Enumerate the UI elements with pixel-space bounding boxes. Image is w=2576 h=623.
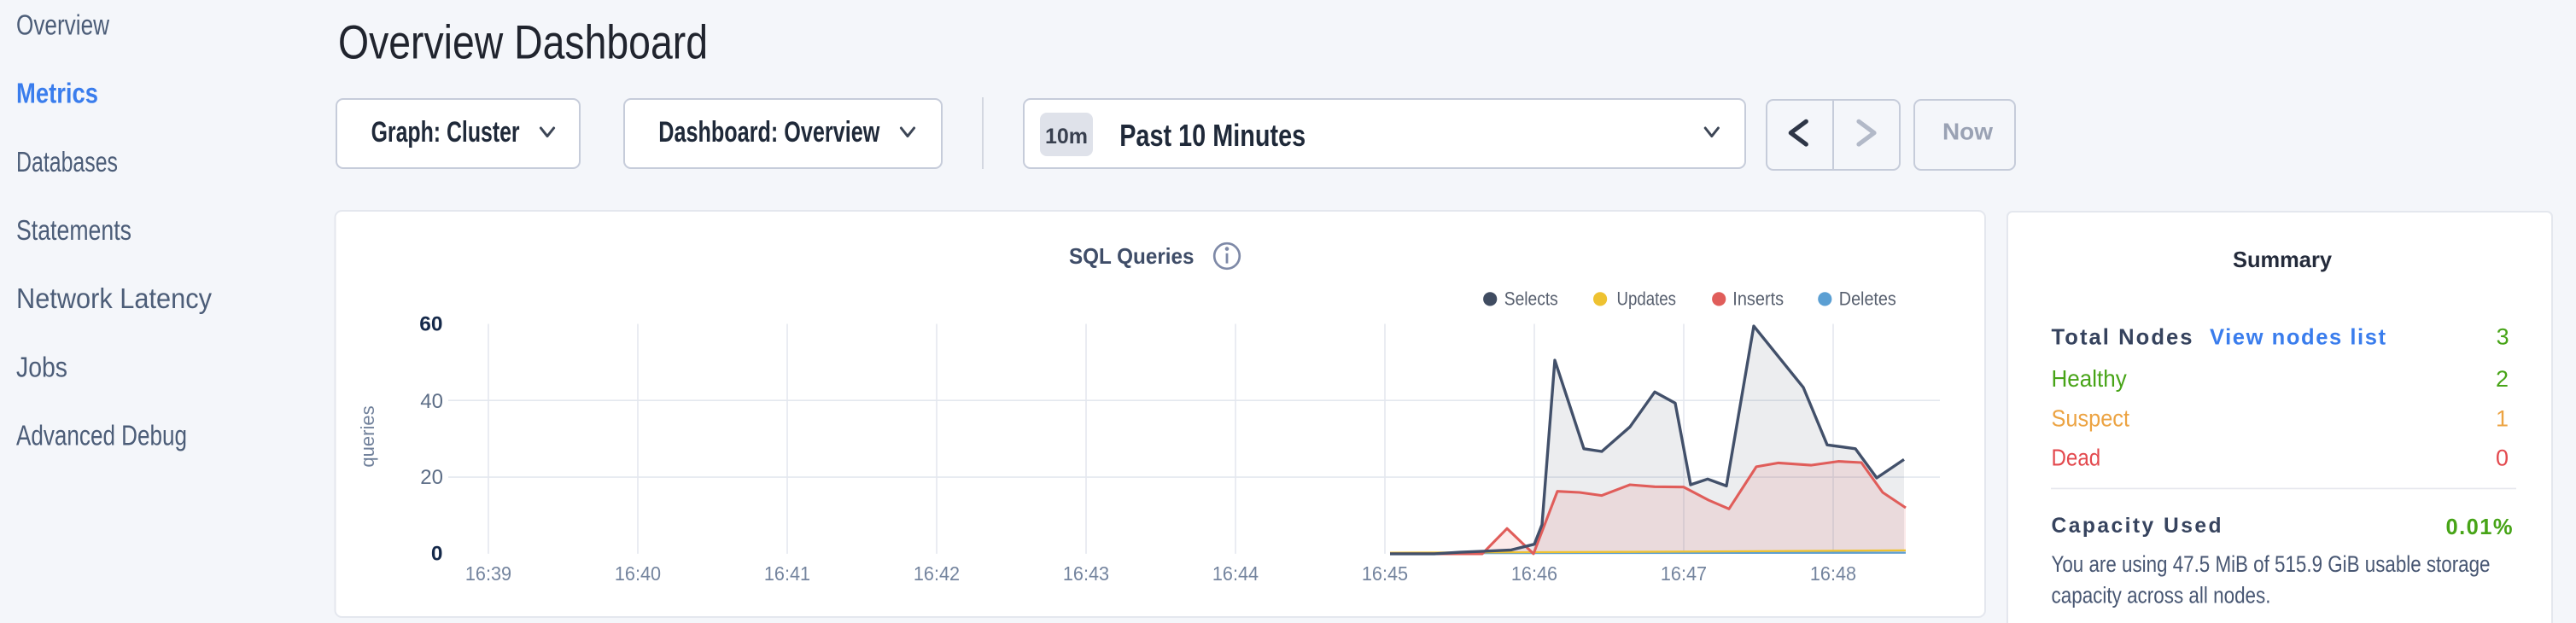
svg-text:Jobs: Jobs (16, 351, 67, 382)
svg-text:Selects: Selects (1504, 288, 1558, 310)
svg-text:Suspect: Suspect (2052, 405, 2130, 432)
svg-text:16:46: 16:46 (1511, 562, 1557, 585)
svg-text:Network Latency: Network Latency (16, 282, 212, 314)
svg-text:16:48: 16:48 (1810, 562, 1856, 585)
svg-text:0.01%: 0.01% (2446, 515, 2513, 539)
svg-text:Metrics: Metrics (16, 78, 98, 109)
svg-text:16:39: 16:39 (465, 562, 511, 585)
svg-text:20: 20 (420, 466, 443, 489)
svg-text:Overview: Overview (16, 9, 109, 40)
svg-text:60: 60 (419, 313, 442, 336)
svg-text:Overview Dashboard: Overview Dashboard (338, 15, 708, 69)
svg-text:40: 40 (420, 390, 443, 413)
svg-text:Databases: Databases (16, 146, 118, 178)
svg-text:Statements: Statements (16, 214, 131, 246)
svg-text:0: 0 (431, 543, 443, 566)
svg-text:SQL Queries: SQL Queries (1069, 243, 1195, 269)
svg-text:1: 1 (2496, 406, 2509, 432)
svg-text:0: 0 (2496, 445, 2509, 471)
svg-text:16:41: 16:41 (764, 562, 810, 585)
svg-text:Healthy: Healthy (2052, 365, 2127, 392)
svg-text:Now: Now (1942, 119, 1993, 145)
svg-text:Total Nodes: Total Nodes (2052, 325, 2193, 349)
svg-text:16:47: 16:47 (1661, 562, 1707, 585)
svg-text:Capacity Used: Capacity Used (2052, 515, 2222, 538)
svg-text:2: 2 (2496, 366, 2509, 392)
svg-text:Inserts: Inserts (1732, 288, 1784, 310)
svg-text:16:42: 16:42 (914, 562, 960, 585)
svg-text:Deletes: Deletes (1839, 288, 1896, 310)
svg-text:10m: 10m (1045, 125, 1088, 148)
svg-text:16:44: 16:44 (1212, 562, 1259, 585)
svg-text:16:45: 16:45 (1362, 562, 1408, 585)
svg-text:Dead: Dead (2052, 445, 2101, 471)
svg-text:Updates: Updates (1617, 288, 1677, 310)
svg-text:16:40: 16:40 (615, 562, 661, 585)
svg-text:queries: queries (357, 405, 378, 467)
svg-text:Summary: Summary (2233, 247, 2333, 272)
svg-text:View nodes list: View nodes list (2210, 325, 2386, 349)
svg-text:capacity across all nodes.: capacity across all nodes. (2052, 583, 2271, 608)
svg-text:Dashboard: Overview: Dashboard: Overview (658, 116, 879, 148)
svg-text:Advanced Debug: Advanced Debug (16, 420, 187, 451)
svg-text:Past 10 Minutes: Past 10 Minutes (1119, 118, 1306, 153)
svg-text:16:43: 16:43 (1063, 562, 1109, 585)
svg-text:You are using 47.5 MiB of 515.: You are using 47.5 MiB of 515.9 GiB usab… (2052, 551, 2491, 577)
svg-text:Graph: Cluster: Graph: Cluster (371, 116, 520, 148)
svg-text:3: 3 (2497, 323, 2509, 349)
